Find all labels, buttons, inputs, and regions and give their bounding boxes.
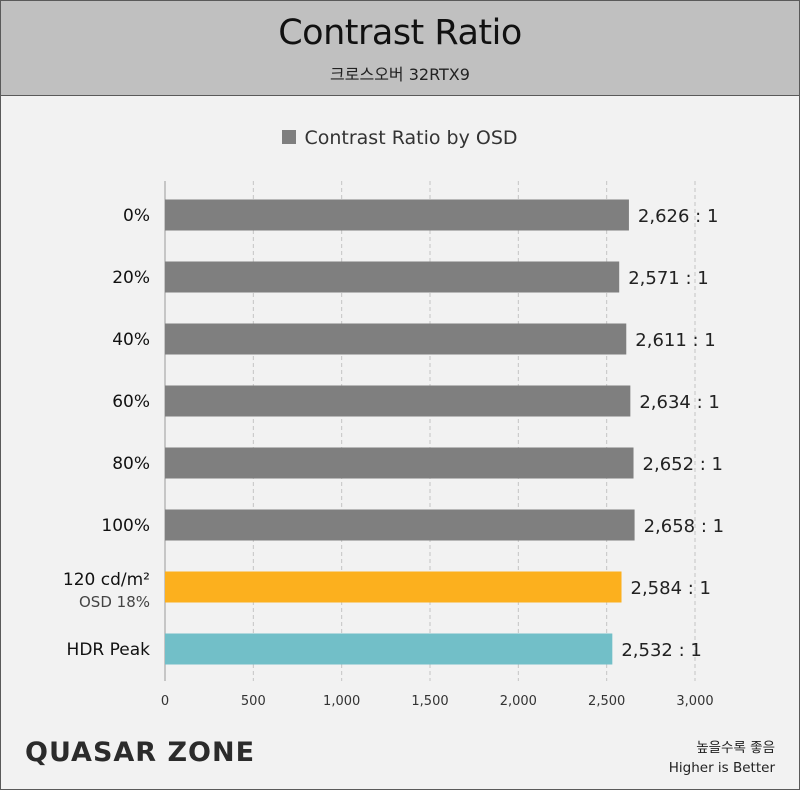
bar-value-label: 2,532 : 1 (621, 640, 702, 661)
chart-header: Contrast Ratio 크로스오버 32RTX9 (1, 1, 799, 96)
x-tick-label: 1,000 (323, 694, 360, 709)
bar (165, 571, 622, 603)
bar-value-label: 2,658 : 1 (644, 516, 725, 537)
bar-value-label: 2,571 : 1 (628, 268, 709, 289)
x-tick-label: 0 (161, 694, 169, 709)
category-label: HDR Peak (67, 640, 151, 660)
legend-swatch (282, 130, 297, 144)
category-label: 40% (112, 330, 150, 350)
category-label: 80% (112, 454, 150, 474)
note-korean: 높을수록 좋음 (696, 740, 775, 756)
bar-value-label: 2,626 : 1 (638, 206, 719, 227)
category-label: 100% (101, 516, 150, 536)
x-tick-label: 3,000 (676, 694, 713, 709)
higher-is-better-note: 높을수록 좋음 Higher is Better (669, 738, 775, 778)
bar (165, 385, 631, 417)
x-tick-label: 1,500 (411, 694, 448, 709)
bar-value-label: 2,634 : 1 (639, 392, 720, 413)
bar (165, 509, 635, 541)
category-sublabel: OSD 18% (79, 593, 150, 611)
bar (165, 261, 620, 293)
category-label: 60% (112, 392, 150, 412)
chart-legend: Contrast Ratio by OSD (1, 127, 799, 149)
bar-value-label: 2,584 : 1 (631, 578, 712, 599)
bar (165, 633, 613, 665)
chart-title: Contrast Ratio (278, 13, 522, 53)
bar (165, 199, 629, 231)
x-tick-label: 500 (241, 694, 266, 709)
bar (165, 447, 634, 479)
x-tick-label: 2,000 (500, 694, 537, 709)
quasarzone-logo: QUASAR ZONE (25, 737, 256, 768)
bar (165, 323, 627, 355)
category-label: 0% (123, 206, 150, 226)
note-english: Higher is Better (668, 760, 775, 776)
bar-value-label: 2,611 : 1 (635, 330, 716, 351)
x-tick-label: 2,500 (588, 694, 625, 709)
category-label: 20% (112, 268, 150, 288)
chart-subtitle: 크로스오버 32RTX9 (330, 65, 470, 84)
legend-label: Contrast Ratio by OSD (304, 127, 518, 149)
bar-value-label: 2,652 : 1 (643, 454, 724, 475)
category-label: 120 cd/m² (63, 570, 150, 590)
